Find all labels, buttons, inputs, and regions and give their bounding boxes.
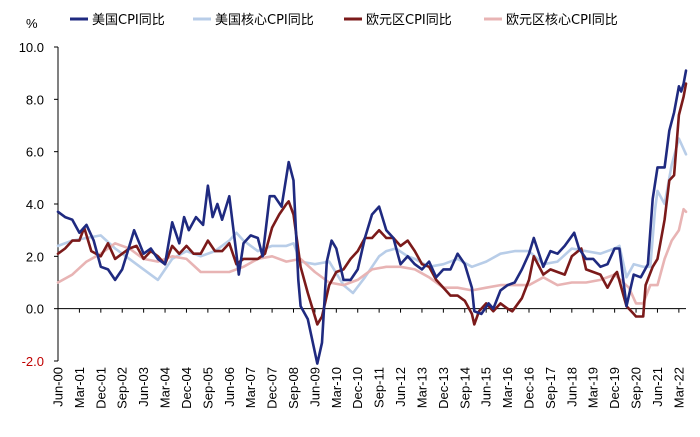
series-line-us-core-cpi	[56, 137, 688, 295]
series-line-ez-core-cpi	[56, 207, 688, 305]
x-tick-label: Dec-16	[522, 367, 537, 409]
x-tick-label: Dec-19	[607, 367, 622, 409]
legend: 美国CPI同比 美国核心CPI同比 欧元区CPI同比 欧元区核心CPI同比	[70, 13, 618, 28]
x-tick-label: Mar-07	[243, 367, 258, 408]
y-tick-label: 10.0	[19, 40, 44, 55]
x-tick-label: Jun-21	[650, 367, 665, 407]
y-tick-label: 8.0	[26, 92, 44, 107]
x-tick-label: Jun-06	[222, 367, 237, 407]
series-layer	[56, 69, 688, 365]
x-tick-label: Mar-13	[414, 367, 429, 408]
x-tick-label: Mar-22	[671, 367, 686, 408]
legend-label-us-core-cpi: 美国核心CPI同比	[215, 13, 314, 28]
x-tick-label: Mar-16	[500, 367, 515, 408]
series-line-ez-cpi	[56, 82, 688, 326]
x-tick-label: Dec-01	[93, 367, 108, 409]
y-tick-label: 2.0	[26, 249, 44, 264]
legend-label-ez-cpi: 欧元区CPI同比	[366, 13, 452, 28]
x-tick-label: Sep-08	[286, 367, 301, 409]
x-axis: Jun-00 Mar-01 Dec-01 Sep-02 Jun-03 Mar-04 Dec-…	[51, 308, 686, 409]
series-line-us-cpi	[56, 69, 688, 365]
x-tick-label: Jun-15	[479, 367, 494, 407]
y-tick-label: -2.0	[22, 354, 44, 369]
x-tick-label: Sep-11	[372, 367, 387, 408]
x-tick-label: Mar-04	[158, 367, 173, 408]
x-tick-label: Jun-12	[393, 367, 408, 407]
x-tick-label: Dec-10	[350, 367, 365, 409]
x-tick-label: Mar-01	[72, 367, 87, 408]
y-tick-label: 0.0	[26, 302, 44, 317]
legend-label-ez-core-cpi: 欧元区核心CPI同比	[506, 13, 618, 28]
x-tick-label: Sep-14	[457, 367, 472, 409]
y-unit-label: %	[26, 16, 38, 31]
x-tick-label: Mar-10	[329, 367, 344, 408]
x-tick-label: Jun-03	[136, 367, 151, 407]
x-tick-label: Sep-17	[543, 367, 558, 409]
x-tick-label: Jun-18	[564, 367, 579, 407]
x-tick-label: Sep-20	[629, 367, 644, 409]
x-tick-label: Sep-05	[200, 367, 215, 409]
y-tick-label: 6.0	[26, 145, 44, 160]
x-tick-label: Dec-04	[179, 367, 194, 409]
y-axis: -2.0 0.0 2.0 4.0 6.0 8.0 10.0	[19, 40, 59, 369]
x-tick-label: Dec-07	[265, 367, 280, 409]
y-tick-label: 4.0	[26, 197, 44, 212]
legend-label-us-cpi: 美国CPI同比	[92, 13, 165, 28]
x-tick-label: Dec-13	[436, 367, 451, 409]
x-tick-label: Mar-19	[586, 367, 601, 408]
x-tick-label: Jun-00	[51, 367, 66, 407]
x-tick-label: Sep-02	[115, 367, 130, 409]
x-tick-label: Jun-09	[307, 367, 322, 407]
